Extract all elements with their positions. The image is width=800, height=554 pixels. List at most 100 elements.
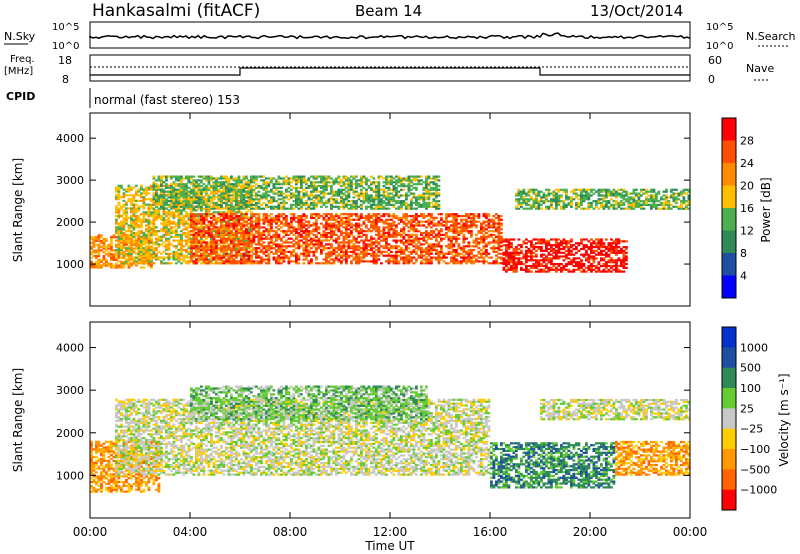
heatmap-cell [397,222,401,225]
heatmap-cell [330,224,333,227]
heatmap-cell [435,258,438,261]
heatmap-cell [252,177,256,180]
heatmap-cell [307,224,311,227]
heatmap-cell [490,262,493,265]
heatmap-cell [365,215,368,218]
heatmap-cell [222,245,226,248]
heatmap-cell [292,218,296,221]
heatmap-cell [242,177,246,180]
heatmap-cell [440,237,443,240]
heatmap-cell [167,175,171,178]
heatmap-cell [380,239,383,242]
heatmap-cell [427,243,431,246]
heatmap-cell [340,185,343,188]
heatmap-cell [225,248,228,252]
heatmap-cell [265,254,268,257]
heatmap-cell [362,248,366,252]
heatmap-cell [247,226,251,229]
heatmap-cell [187,216,191,219]
heatmap-cell [130,245,133,248]
heatmap-cell [310,192,313,195]
heatmap-cell [217,258,221,261]
heatmap-cell [422,235,426,238]
heatmap-cell [355,179,358,182]
heatmap-cell [422,213,426,216]
heatmap-cell [382,220,386,223]
heatmap-cell [265,235,268,238]
heatmap-cell [250,188,253,191]
heatmap-cell [315,228,318,231]
heatmap-cell [297,196,301,199]
heatmap-cell [230,185,233,188]
heatmap-cell [357,231,361,235]
heatmap-cell [112,266,116,269]
heatmap-cell [190,254,193,257]
heatmap-cell [202,196,206,199]
heatmap-cell [387,252,391,255]
heatmap-cell [352,196,356,199]
heatmap-cell [235,185,238,188]
heatmap-cell [385,243,388,246]
heatmap-cell [190,224,193,227]
heatmap-cell [422,224,426,227]
heatmap-cell [267,230,271,233]
heatmap-cell [195,201,198,205]
heatmap-cell [292,192,296,195]
heatmap-cell [405,256,408,259]
heatmap-cell [332,179,336,182]
heatmap-cell [280,201,283,205]
heatmap-cell [357,262,361,265]
heatmap-cell [175,231,178,235]
heatmap-cell [295,190,298,193]
heatmap-cell [115,264,118,267]
heatmap-cell [170,252,173,255]
heatmap-cell [177,192,181,195]
heatmap-cell [310,185,313,188]
cpid-text: normal (fast stereo) 153 [94,93,240,107]
heatmap-cell [272,216,276,219]
heatmap-cell [237,177,241,180]
heatmap-cell [220,177,223,180]
heatmap-cell [142,201,146,204]
heatmap-cell [312,183,316,186]
heatmap-cell [297,186,301,189]
heatmap-cell [382,215,386,218]
heatmap-cell [325,243,328,246]
heatmap-cell [257,222,261,225]
heatmap-cell [485,245,488,248]
heatmap-cell [267,185,271,188]
heatmap-cell [282,245,286,248]
heatmap-cell [342,216,346,219]
heatmap-cell [237,237,241,240]
heatmap-cell [345,237,348,240]
heatmap-cell [202,241,206,244]
heatmap-cell [340,196,343,199]
heatmap-cell [220,192,223,195]
heatmap-cell [185,175,188,178]
heatmap-cell [405,245,408,248]
heatmap-cell [275,220,278,223]
heatmap-cell [150,203,153,206]
heatmap-cell [145,256,148,259]
heatmap-cell [492,247,496,250]
heatmap-cell [232,254,236,257]
heatmap-cell [430,213,433,216]
heatmap-cell [132,218,136,221]
heatmap-cell [140,231,143,235]
heatmap-cell [347,196,351,199]
heatmap-cell [275,200,278,203]
heatmap-cell [172,231,176,235]
heatmap-cell [425,226,428,229]
heatmap-cell [435,228,438,231]
heatmap-cell [150,245,153,248]
heatmap-cell [227,231,231,235]
heatmap-cell [432,235,436,238]
heatmap-cell [325,220,328,223]
heatmap-cell [290,203,293,206]
heatmap-cell [395,250,398,253]
heatmap-cell [102,243,106,246]
heatmap-cell [187,201,191,205]
heatmap-cell [120,235,123,238]
heatmap-cell [435,222,438,225]
heatmap-cell [227,183,231,186]
